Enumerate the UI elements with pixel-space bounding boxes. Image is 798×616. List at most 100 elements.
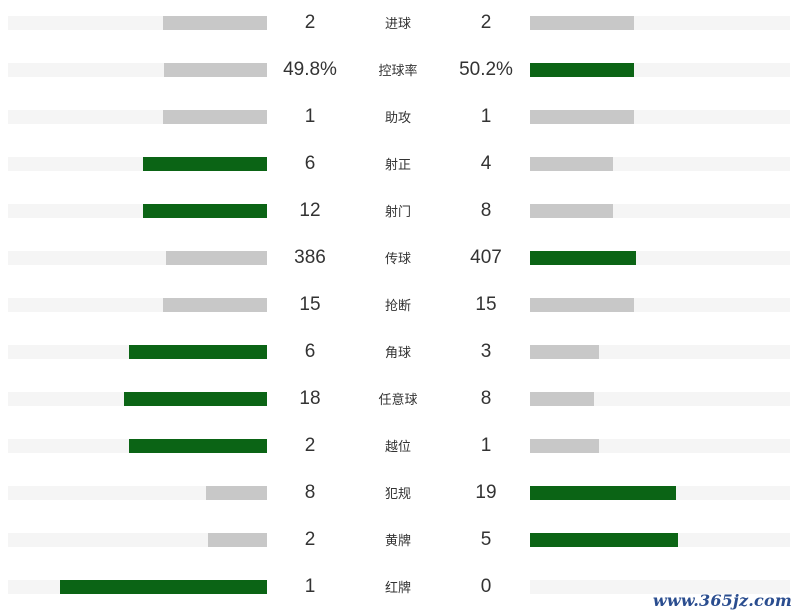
stat-label: 红牌 [384, 580, 411, 595]
stat-label: 角球 [384, 345, 411, 360]
right-bar [530, 392, 594, 406]
stat-label: 控球率 [378, 63, 418, 78]
right-value: 50.2% [459, 59, 513, 80]
right-value: 19 [475, 482, 497, 503]
stat-row: 12 射门 8 [0, 188, 798, 235]
left-bar [60, 580, 267, 594]
right-bar [530, 110, 634, 124]
right-track [530, 533, 790, 547]
left-value: 8 [304, 482, 316, 503]
right-value: 407 [470, 247, 502, 268]
right-value: 15 [475, 294, 497, 315]
right-value: 1 [480, 106, 492, 127]
right-bar [530, 16, 634, 30]
right-bar [530, 345, 599, 359]
left-track [8, 157, 267, 171]
right-bar [530, 298, 634, 312]
stat-row: 6 角球 3 [0, 329, 798, 376]
left-value: 2 [304, 435, 316, 456]
right-track [530, 16, 790, 30]
left-bar [163, 16, 267, 30]
right-track [530, 392, 790, 406]
left-bar [166, 251, 267, 265]
left-track [8, 16, 267, 30]
left-value: 6 [304, 153, 316, 174]
right-value: 3 [480, 341, 492, 362]
stat-row: 18 任意球 8 [0, 376, 798, 423]
left-value: 1 [304, 576, 316, 597]
right-bar [530, 251, 636, 265]
left-value: 18 [299, 388, 321, 409]
stat-row: 1 助攻 1 [0, 94, 798, 141]
left-bar [206, 486, 267, 500]
left-value: 49.8% [283, 59, 337, 80]
right-track [530, 157, 790, 171]
stat-label: 犯规 [384, 486, 411, 501]
right-value: 4 [480, 153, 492, 174]
left-bar [163, 110, 267, 124]
stat-label: 进球 [384, 16, 411, 31]
right-track [530, 486, 790, 500]
right-value: 2 [480, 12, 492, 33]
right-bar [530, 533, 678, 547]
left-bar [143, 204, 267, 218]
right-track [530, 345, 790, 359]
right-value: 8 [480, 388, 492, 409]
left-track [8, 533, 267, 547]
left-value: 6 [304, 341, 316, 362]
stat-label: 越位 [384, 439, 411, 454]
left-bar [163, 298, 267, 312]
left-bar [164, 63, 267, 77]
stat-label: 射门 [384, 204, 411, 219]
stat-row: 386 传球 407 [0, 235, 798, 282]
left-track [8, 439, 267, 453]
stat-label: 抢断 [384, 298, 411, 313]
left-bar [124, 392, 267, 406]
right-track [530, 63, 790, 77]
left-track [8, 204, 267, 218]
stat-row: 15 抢断 15 [0, 282, 798, 329]
left-bar [143, 157, 267, 171]
right-bar [530, 204, 613, 218]
left-track [8, 580, 267, 594]
left-value: 1 [304, 106, 316, 127]
right-bar [530, 157, 613, 171]
stat-row: 6 射正 4 [0, 141, 798, 188]
left-value: 386 [294, 247, 326, 268]
right-track [530, 580, 790, 594]
stat-label: 任意球 [378, 392, 418, 407]
stat-label: 射正 [384, 157, 411, 172]
watermark: www.365jz.com [652, 591, 792, 610]
right-track [530, 204, 790, 218]
right-bar [530, 486, 676, 500]
stat-row: 2 黄牌 5 [0, 517, 798, 564]
left-track [8, 298, 267, 312]
left-value: 12 [299, 200, 321, 221]
stat-row: 1 红牌 0 [0, 564, 798, 611]
left-track [8, 110, 267, 124]
right-value: 8 [480, 200, 492, 221]
left-bar [208, 533, 267, 547]
left-track [8, 486, 267, 500]
left-track [8, 63, 267, 77]
left-bar [129, 439, 267, 453]
right-bar [530, 63, 634, 77]
right-value: 1 [480, 435, 492, 456]
right-value: 0 [480, 576, 492, 597]
left-track [8, 392, 267, 406]
left-track [8, 345, 267, 359]
left-bar [129, 345, 267, 359]
right-bar [530, 439, 599, 453]
right-track [530, 439, 790, 453]
stat-row: 2 越位 1 [0, 423, 798, 470]
left-value: 2 [304, 529, 316, 550]
right-value: 5 [480, 529, 492, 550]
stat-label: 黄牌 [384, 533, 411, 548]
stat-row: 8 犯规 19 [0, 470, 798, 517]
left-track [8, 251, 267, 265]
left-value: 2 [304, 12, 316, 33]
right-track [530, 251, 790, 265]
right-track [530, 298, 790, 312]
stat-label: 助攻 [384, 110, 411, 125]
